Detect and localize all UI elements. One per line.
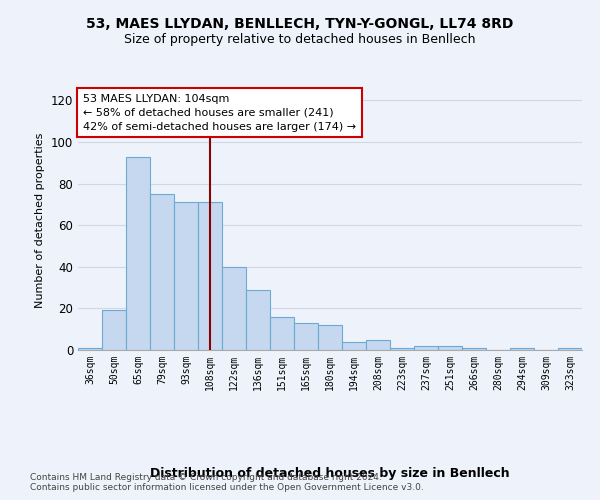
Bar: [510, 348, 534, 350]
X-axis label: Distribution of detached houses by size in Benllech: Distribution of detached houses by size …: [150, 466, 510, 479]
Bar: [462, 348, 486, 350]
Text: Contains HM Land Registry data © Crown copyright and database right 2024.
Contai: Contains HM Land Registry data © Crown c…: [30, 472, 424, 492]
Bar: [390, 348, 414, 350]
Text: 53, MAES LLYDAN, BENLLECH, TYN-Y-GONGL, LL74 8RD: 53, MAES LLYDAN, BENLLECH, TYN-Y-GONGL, …: [86, 18, 514, 32]
Bar: [126, 156, 150, 350]
Bar: [102, 310, 126, 350]
Bar: [366, 340, 390, 350]
Bar: [150, 194, 174, 350]
Bar: [318, 325, 342, 350]
Bar: [294, 323, 318, 350]
Y-axis label: Number of detached properties: Number of detached properties: [35, 132, 45, 308]
Bar: [270, 316, 294, 350]
Text: 53 MAES LLYDAN: 104sqm
← 58% of detached houses are smaller (241)
42% of semi-de: 53 MAES LLYDAN: 104sqm ← 58% of detached…: [83, 94, 356, 132]
Text: Size of property relative to detached houses in Benllech: Size of property relative to detached ho…: [124, 32, 476, 46]
Bar: [78, 348, 102, 350]
Bar: [198, 202, 222, 350]
Bar: [558, 348, 582, 350]
Bar: [342, 342, 366, 350]
Bar: [438, 346, 462, 350]
Bar: [174, 202, 198, 350]
Bar: [246, 290, 270, 350]
Bar: [414, 346, 438, 350]
Bar: [222, 267, 246, 350]
